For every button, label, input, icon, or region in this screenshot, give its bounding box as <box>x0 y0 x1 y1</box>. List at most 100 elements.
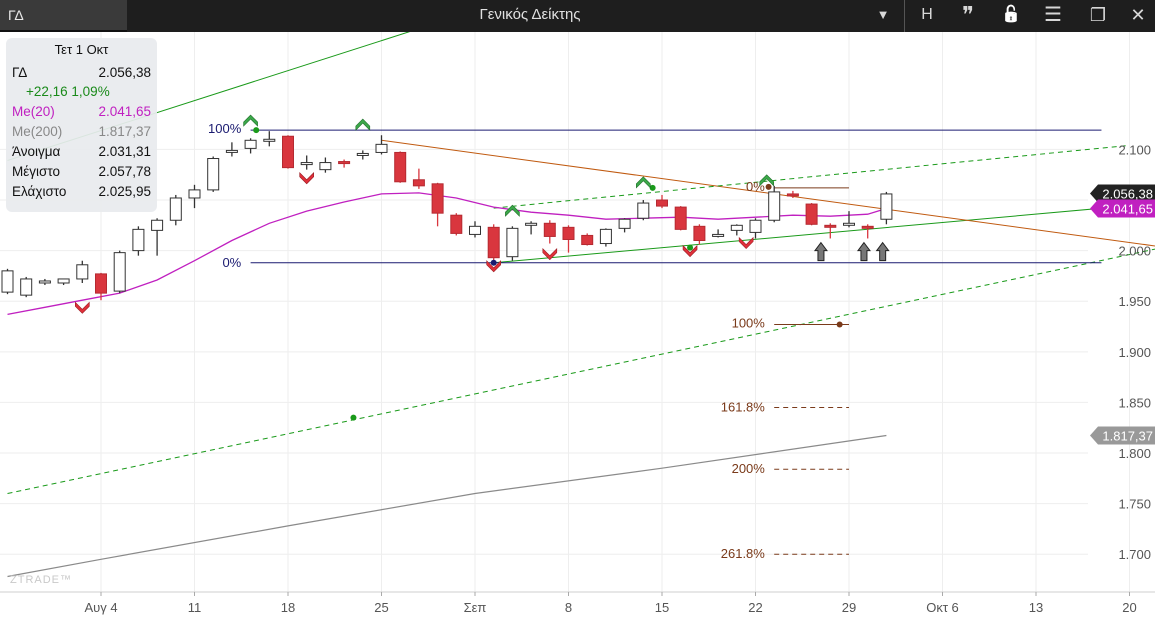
candle-body <box>207 158 220 191</box>
candle-body <box>282 135 294 169</box>
candle-body <box>263 138 276 142</box>
price-badge-bg <box>1090 184 1155 203</box>
info-ma20-label: Me(20) <box>12 104 55 119</box>
candle-up <box>319 157 332 173</box>
candle-up <box>843 211 855 228</box>
x-tick-label: 15 <box>655 600 669 615</box>
candle-body <box>450 214 463 234</box>
candle-up <box>712 229 725 238</box>
candle-body <box>562 226 575 240</box>
y-tick-label: 1.800 <box>1118 446 1151 461</box>
candle-body <box>244 139 257 149</box>
info-ma20-value: 2.041,65 <box>98 104 151 119</box>
candle-body <box>300 162 313 166</box>
candle-body <box>749 219 762 233</box>
candle-down <box>581 233 594 246</box>
candle-down <box>431 182 444 227</box>
x-tick-label: 13 <box>1029 600 1043 615</box>
candle-up <box>525 221 538 235</box>
green-rising-trendline <box>493 203 1149 264</box>
x-tick-label: 11 <box>188 600 202 615</box>
candle-body <box>394 151 407 183</box>
fib-label: 200% <box>732 461 766 476</box>
up-arrow-icon <box>875 241 890 262</box>
candle-body <box>95 273 107 294</box>
candle-up <box>20 276 33 298</box>
price-badge-ma200: 1.817,37 <box>1090 426 1155 445</box>
price-badge-label: 1.817,37 <box>1102 428 1153 443</box>
candle-body <box>38 280 51 284</box>
menu-icon[interactable]: ☰ <box>1044 4 1062 26</box>
x-tick-label: 8 <box>565 600 572 615</box>
candle-body <box>786 193 799 197</box>
candle-up <box>151 218 164 256</box>
lock-icon[interactable]: 🔓 <box>1001 6 1021 23</box>
info-high-value: 2.057,78 <box>98 164 151 179</box>
fib-label: 100% <box>208 121 242 136</box>
candle-down <box>562 225 575 253</box>
candle-body <box>113 252 126 292</box>
green-dashed-upper-channel <box>493 144 1130 209</box>
candle-body <box>487 226 500 259</box>
candle-up <box>618 218 631 233</box>
buy-signal-icon <box>243 114 258 127</box>
candle-body <box>412 179 425 187</box>
x-tick-label: Οκτ 6 <box>926 600 959 615</box>
info-row-high: Μέγιστο 2.057,78 <box>12 164 151 183</box>
sell-signal-icon <box>738 236 754 249</box>
candle-body <box>169 197 182 221</box>
candle-up <box>768 185 781 223</box>
y-tick-label: 2.100 <box>1118 142 1151 157</box>
candle-body <box>880 193 893 220</box>
candle-up <box>76 260 89 284</box>
info-row-last: ΓΔ 2.056,38 <box>12 65 151 84</box>
window-title: Γενικός Δείκτης <box>479 6 581 23</box>
candle-down <box>412 168 425 189</box>
candle-body <box>599 228 612 245</box>
info-low-value: 2.025,95 <box>98 184 151 199</box>
candle-down <box>674 206 687 231</box>
candle-up <box>263 131 276 147</box>
buy-signal-icon <box>759 174 775 187</box>
y-tick-label: 1.850 <box>1118 395 1151 410</box>
candle-body <box>188 189 201 199</box>
price-badge-bg <box>1090 199 1155 218</box>
ma200-line <box>7 434 887 578</box>
chart-area[interactable]: 100%0%0%100%161.8%200%261.8% 2.1002.0502… <box>0 32 1155 617</box>
candle-body <box>132 228 145 252</box>
candle-up <box>506 226 519 261</box>
candle-up <box>730 224 743 236</box>
sell-signal-icon <box>299 172 314 185</box>
info-date: Τετ 1 Οκτ <box>54 42 109 57</box>
quote-icon[interactable]: ❞ <box>962 2 974 27</box>
candle-body <box>57 278 70 284</box>
up-arrow-icon <box>856 241 871 262</box>
fib-label: 161.8% <box>721 399 766 414</box>
candle-body <box>375 143 388 153</box>
candle-down <box>394 151 407 183</box>
candle-body <box>525 222 538 226</box>
candle-down <box>450 213 463 236</box>
candle-up <box>169 194 182 226</box>
symbol-tab[interactable]: ΓΔ <box>0 0 127 32</box>
candle-up <box>38 278 51 286</box>
candle-down <box>861 224 874 239</box>
buy-signal-icon <box>355 118 371 131</box>
close-icon[interactable]: ✕ <box>1130 5 1146 25</box>
price-badge-bg <box>1090 426 1155 445</box>
info-row-open: Άνοιγμα 2.031,31 <box>12 144 151 163</box>
info-last-value: 2.056,38 <box>98 65 151 80</box>
candle-body <box>1 270 14 293</box>
candle-up <box>469 221 481 238</box>
restore-icon[interactable]: ❐ <box>1089 5 1107 25</box>
dropdown-icon[interactable]: ▼ <box>876 7 890 22</box>
candle-body <box>693 225 706 241</box>
candle-up <box>225 142 238 157</box>
candle-up <box>880 191 893 225</box>
y-tick-label: 1.700 <box>1118 547 1151 562</box>
price-chart[interactable]: 100%0%0%100%161.8%200%261.8% 2.1002.0502… <box>0 32 1155 617</box>
y-tick-label: 2.000 <box>1118 244 1151 259</box>
price-badge-label: 2.041,65 <box>1102 201 1153 216</box>
h-button-icon[interactable]: H <box>921 6 933 23</box>
candle-up <box>375 135 388 155</box>
